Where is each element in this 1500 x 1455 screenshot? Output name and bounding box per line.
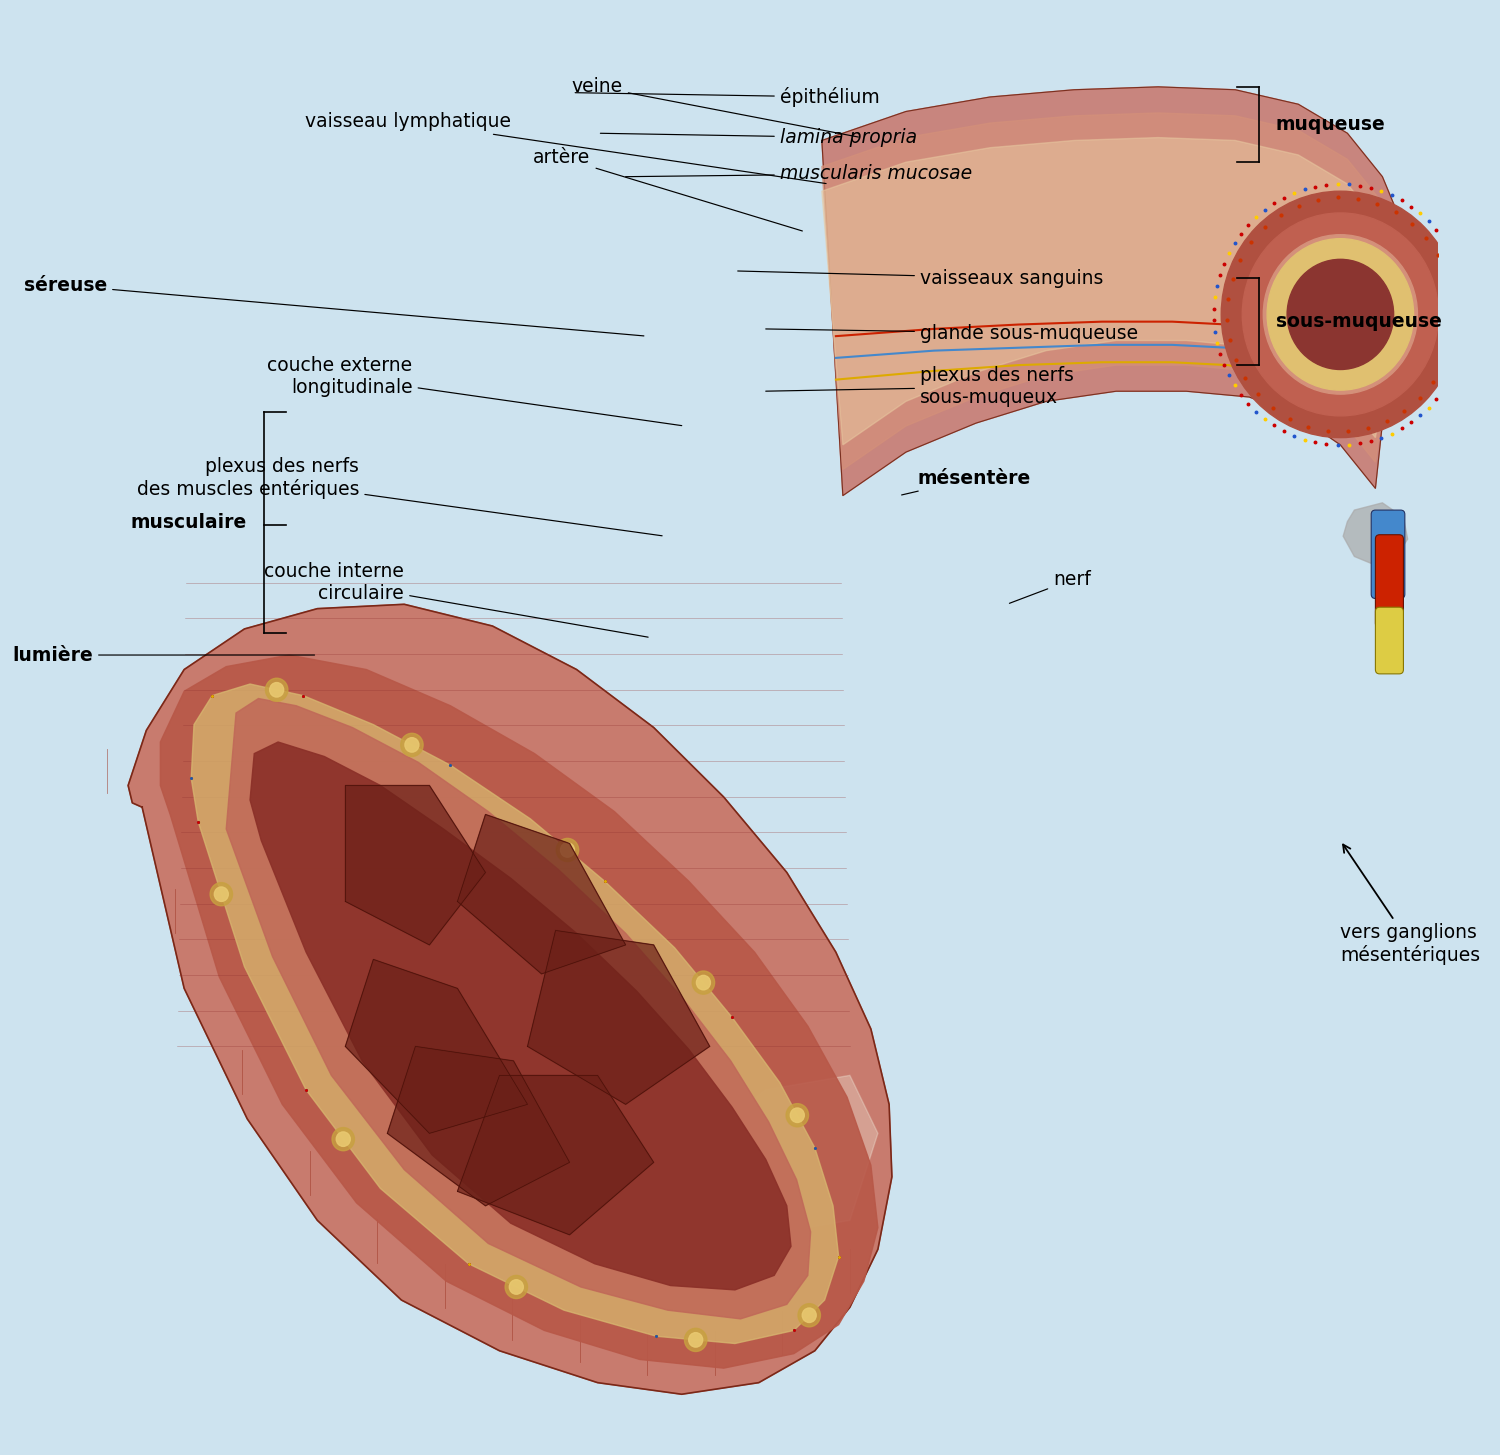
Polygon shape	[528, 930, 710, 1104]
Polygon shape	[822, 113, 1404, 470]
FancyBboxPatch shape	[1371, 511, 1406, 598]
Text: musculaire: musculaire	[130, 514, 248, 533]
Polygon shape	[822, 87, 1404, 496]
Circle shape	[688, 1333, 702, 1347]
Circle shape	[802, 1308, 816, 1323]
Circle shape	[336, 1132, 351, 1147]
Text: lamina propria: lamina propria	[600, 128, 916, 147]
Polygon shape	[345, 959, 528, 1133]
Polygon shape	[822, 138, 1404, 445]
Circle shape	[214, 888, 228, 902]
Polygon shape	[387, 1046, 570, 1206]
Text: mésentère: mésentère	[902, 469, 1030, 495]
Polygon shape	[160, 655, 878, 1368]
Polygon shape	[251, 742, 790, 1291]
Circle shape	[270, 682, 284, 697]
Text: vaisseaux sanguins: vaisseaux sanguins	[738, 269, 1104, 288]
Circle shape	[210, 883, 232, 906]
Circle shape	[798, 1304, 820, 1327]
Circle shape	[790, 1107, 804, 1122]
Circle shape	[1242, 212, 1438, 416]
Polygon shape	[190, 684, 839, 1343]
Circle shape	[400, 733, 423, 757]
Text: plexus des nerfs
des muscles entériques: plexus des nerfs des muscles entériques	[136, 457, 662, 535]
Circle shape	[696, 975, 711, 989]
Text: glande sous-muqueuse: glande sous-muqueuse	[766, 324, 1138, 343]
Circle shape	[684, 1328, 706, 1352]
Circle shape	[266, 678, 288, 701]
Circle shape	[506, 1276, 528, 1298]
Polygon shape	[128, 604, 892, 1394]
Circle shape	[1268, 239, 1413, 390]
Text: lumière: lumière	[12, 646, 315, 665]
Text: veine: veine	[572, 77, 858, 137]
Text: nerf: nerf	[1010, 570, 1090, 604]
Polygon shape	[458, 1075, 654, 1235]
Circle shape	[556, 838, 579, 861]
Circle shape	[1221, 191, 1460, 438]
Polygon shape	[1342, 503, 1407, 565]
Text: vers ganglions
mésentériques: vers ganglions mésentériques	[1341, 844, 1480, 965]
Text: artère: artère	[534, 148, 802, 231]
Text: épithélium: épithélium	[574, 87, 879, 108]
FancyBboxPatch shape	[1376, 535, 1404, 627]
Circle shape	[332, 1128, 354, 1151]
Circle shape	[1287, 259, 1394, 370]
Polygon shape	[345, 786, 486, 944]
Text: muscularis mucosae: muscularis mucosae	[626, 164, 972, 183]
Circle shape	[561, 842, 574, 857]
Polygon shape	[710, 1075, 878, 1235]
Text: vaisseau lymphatique: vaisseau lymphatique	[304, 112, 826, 183]
Text: séreuse: séreuse	[24, 276, 644, 336]
Text: muqueuse: muqueuse	[1276, 115, 1386, 134]
Circle shape	[405, 738, 418, 752]
Circle shape	[786, 1104, 808, 1126]
Circle shape	[1263, 234, 1418, 394]
Text: couche externe
longitudinale: couche externe longitudinale	[267, 356, 681, 426]
Polygon shape	[226, 698, 810, 1318]
Circle shape	[692, 970, 714, 994]
Text: couche interne
circulaire: couche interne circulaire	[264, 562, 648, 637]
FancyBboxPatch shape	[1376, 607, 1404, 674]
Polygon shape	[458, 815, 626, 973]
Text: sous-muqueuse: sous-muqueuse	[1276, 313, 1442, 332]
Circle shape	[510, 1280, 524, 1295]
Text: plexus des nerfs
sous-muqueux: plexus des nerfs sous-muqueux	[766, 367, 1074, 407]
